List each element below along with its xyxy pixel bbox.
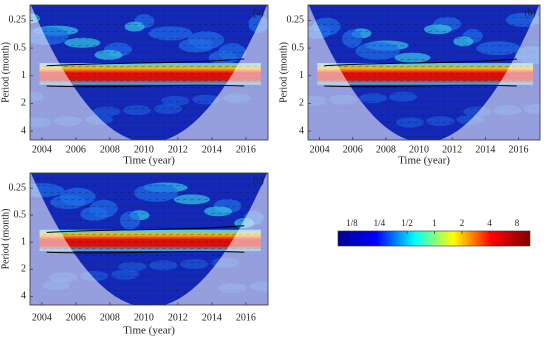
frame [29, 172, 269, 306]
y-axis-label: Period (month) [278, 42, 289, 103]
x-axis-label: Time (year) [123, 325, 175, 337]
y-axis-label: Period (month) [0, 209, 11, 270]
x-tick-label: 2012 [168, 144, 188, 155]
y-tick-label: 1 [21, 236, 26, 247]
x-tick-label: 2008 [100, 144, 120, 155]
colorbar-tick-label: 1/2 [401, 218, 413, 228]
frame [29, 4, 269, 141]
x-tick-label: 2004 [32, 144, 52, 155]
x-tick-label: 2004 [310, 144, 330, 155]
significance-contour [46, 225, 245, 254]
panel-label: (b) [524, 7, 536, 18]
x-tick-label: 2006 [66, 144, 86, 155]
x-tick-label: 2010 [134, 144, 154, 155]
colorbar [337, 230, 531, 247]
y-tick-label: 0.5 [292, 42, 305, 53]
y-tick-label: 2 [21, 264, 26, 275]
cone-of-influence [30, 5, 268, 140]
heatmap [30, 173, 268, 305]
y-tick-label: 0.5 [14, 209, 27, 220]
x-axis-label: Time (year) [398, 155, 450, 167]
panel-label: (c) [253, 175, 264, 186]
cone-of-influence [308, 5, 540, 140]
frame [307, 4, 541, 141]
panel: 2004 2006 2008 2010 2012 2014 2016 0.25 0.5 1 2 4 Ti… [0, 172, 269, 337]
significance-contour [46, 58, 245, 88]
heatmap [308, 5, 540, 140]
significance-contour [324, 58, 517, 88]
panel-label: (a) [253, 7, 264, 18]
x-tick-label: 2008 [100, 312, 120, 323]
y-tick-label: 0.25 [287, 15, 305, 26]
y-tick-label: 4 [21, 125, 26, 136]
heatmap [30, 5, 268, 140]
colorbar-tick-label: 2 [460, 218, 465, 228]
x-axis-label: Time (year) [123, 155, 175, 167]
y-tick-label: 2 [299, 98, 304, 109]
y-tick-label: 0.5 [14, 42, 27, 53]
y-tick-label: 2 [21, 98, 26, 109]
colorbar-tick-label: 1/4 [374, 218, 386, 228]
x-tick-label: 2016 [236, 312, 256, 323]
y-axis-label: Period (month) [0, 42, 11, 103]
x-tick-label: 2016 [236, 144, 256, 155]
x-tick-label: 2008 [376, 144, 396, 155]
y-tick-label: 4 [21, 291, 26, 302]
x-tick-label: 2006 [66, 312, 86, 323]
x-tick-label: 2006 [343, 144, 363, 155]
colorbar-tick-label: 4 [487, 218, 492, 228]
x-tick-label: 2012 [442, 144, 462, 155]
colorbar-tick-label: 1/8 [346, 218, 358, 228]
x-tick-label: 2010 [409, 144, 429, 155]
x-tick-label: 2004 [32, 312, 52, 323]
colorbar-tick-label: 1 [432, 218, 437, 228]
panel: 2004 2006 2008 2010 2012 2014 2016 0.25 0.5 1 2 4 Ti… [278, 4, 541, 167]
cone-of-influence [30, 173, 268, 305]
y-tick-label: 1 [299, 70, 304, 81]
y-tick-label: 1 [21, 70, 26, 81]
colorbar-tick-label: 8 [515, 218, 520, 228]
y-tick-label: 4 [299, 125, 304, 136]
x-tick-label: 2014 [475, 144, 495, 155]
panel: 2004 2006 2008 2010 2012 2014 2016 0.25 0.5 1 2 4 Ti… [0, 4, 269, 167]
x-tick-label: 2016 [508, 144, 528, 155]
y-tick-label: 0.25 [9, 15, 27, 26]
x-tick-label: 2012 [168, 312, 188, 323]
x-tick-label: 2010 [134, 312, 154, 323]
y-tick-label: 0.25 [9, 182, 27, 193]
x-tick-label: 2014 [202, 312, 222, 323]
x-tick-label: 2014 [202, 144, 222, 155]
